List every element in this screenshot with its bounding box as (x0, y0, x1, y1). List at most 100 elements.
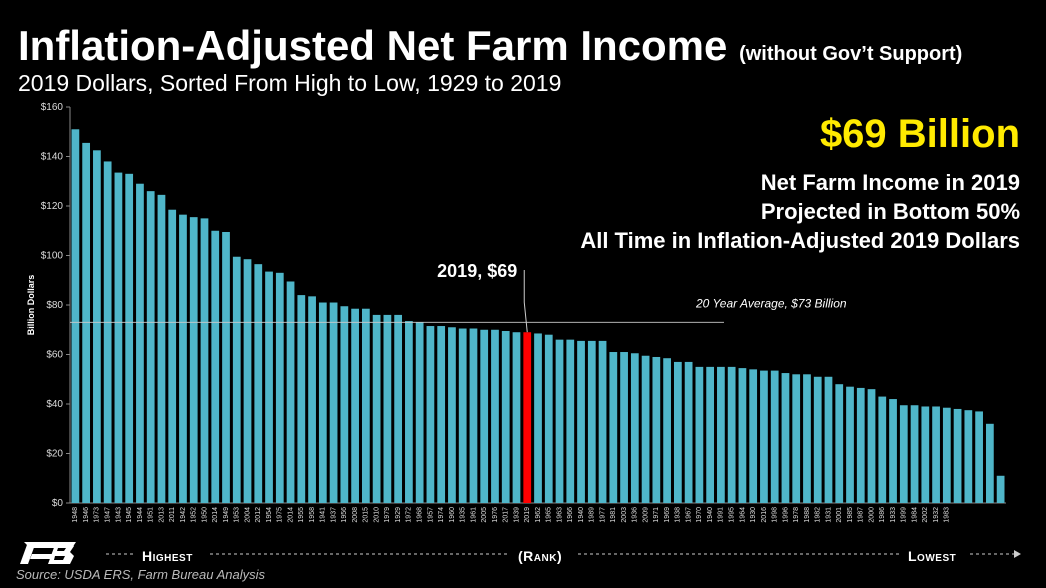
footer-lowest: Lowest (908, 548, 957, 564)
bar (587, 340, 596, 503)
bar (318, 302, 327, 503)
x-tick-label: 1969 (664, 507, 671, 523)
x-tick-label: 1943 (115, 507, 122, 523)
x-tick-label: 1999 (901, 507, 908, 523)
bar (125, 173, 134, 503)
x-tick-label: 1998 (772, 507, 779, 523)
bar (856, 387, 865, 503)
x-tick-label: 1933 (890, 507, 897, 523)
x-tick-label: 2005 (481, 507, 488, 523)
highlight-bar (523, 332, 532, 503)
bar (684, 361, 693, 503)
x-tick-label: 2017 (503, 507, 510, 523)
bar (146, 191, 155, 503)
x-tick-label: 1982 (815, 507, 822, 523)
bar (534, 333, 542, 503)
y-tick-label: $80 (46, 300, 63, 311)
bar (878, 396, 887, 503)
x-tick-label: 1974 (438, 507, 445, 523)
x-tick-label: 1942 (180, 507, 187, 523)
x-tick-label: 1963 (556, 507, 563, 523)
farm-bureau-logo-icon (18, 540, 78, 571)
x-tick-label: 1988 (804, 507, 811, 523)
bar (308, 296, 316, 503)
x-tick-label: 1950 (201, 507, 208, 523)
x-tick-label: 1978 (793, 507, 800, 523)
bar (824, 376, 833, 503)
x-tick-label: 1985 (847, 507, 854, 523)
x-tick-label: 1973 (94, 507, 101, 523)
x-tick-label: 1965 (546, 507, 553, 523)
x-tick-label: 1932 (933, 507, 940, 523)
bar (985, 423, 994, 503)
highlight-label: 2019, $69 (437, 261, 517, 281)
x-tick-label: 1930 (750, 507, 757, 523)
bar (415, 322, 424, 503)
bar (189, 217, 198, 503)
source-note: Source: USDA ERS, Farm Bureau Analysis (16, 567, 266, 582)
bar (652, 356, 661, 503)
bar (673, 361, 682, 503)
x-tick-label: 1984 (911, 507, 918, 523)
bar (361, 308, 370, 503)
bar (609, 352, 618, 503)
x-tick-label: 1987 (858, 507, 865, 523)
x-tick-label: 1995 (729, 507, 736, 523)
y-tick-label: $0 (52, 498, 64, 509)
x-tick-label: 1947 (105, 507, 112, 523)
bar (232, 256, 241, 503)
y-tick-label: $40 (46, 399, 63, 410)
x-tick-label: 1954 (266, 507, 273, 523)
x-tick-label: 2015 (363, 507, 370, 523)
x-tick-label: 1936 (632, 507, 639, 523)
bar (630, 353, 639, 503)
bar (942, 407, 951, 503)
bar (620, 352, 628, 503)
bar (846, 386, 854, 503)
bar (781, 373, 790, 503)
x-tick-label: 1979 (384, 507, 391, 523)
x-tick-label: 1976 (492, 507, 499, 523)
x-tick-label: 1940 (578, 507, 585, 523)
bar (71, 129, 80, 503)
x-tick-label: 1944 (137, 507, 144, 523)
bar (394, 314, 403, 503)
bar (372, 314, 381, 503)
x-tick-label: 1981 (610, 507, 617, 523)
x-tick-label: 1986 (879, 507, 886, 523)
y-tick-label: $140 (41, 152, 64, 163)
bar (663, 358, 671, 503)
x-tick-label: 1989 (589, 507, 596, 523)
callout-line: All Time in Inflation-Adjusted 2019 Doll… (580, 228, 1020, 253)
x-tick-label: 1966 (567, 507, 574, 523)
average-label: 20 Year Average, $73 Billion (695, 296, 847, 310)
bar (179, 214, 187, 503)
y-tick-label: $120 (41, 201, 64, 212)
bar (932, 406, 940, 503)
bar (437, 326, 446, 503)
bar (458, 328, 467, 503)
x-tick-label: 1946 (83, 507, 90, 523)
y-tick-label: $100 (41, 251, 64, 262)
bar (157, 194, 166, 504)
bar (82, 142, 91, 503)
callout-line: Projected in Bottom 50% (760, 199, 1020, 224)
y-tick-label: $60 (46, 350, 63, 361)
bar (512, 332, 521, 503)
x-tick-label: 1941 (320, 507, 327, 523)
x-tick-label: 2014 (287, 507, 294, 523)
x-tick-label: 1956 (341, 507, 348, 523)
x-tick-label: 1940 (707, 507, 714, 523)
x-tick-label: 1949 (223, 507, 230, 523)
bar (426, 326, 435, 503)
x-tick-label: 1983 (944, 507, 951, 523)
bar (114, 172, 123, 503)
page-subtitle: 2019 Dollars, Sorted From High to Low, 1… (18, 70, 562, 96)
bar (577, 340, 585, 503)
bar (340, 306, 349, 503)
x-tick-label: 2010 (373, 507, 380, 523)
bar (889, 399, 897, 503)
bar (501, 330, 510, 503)
